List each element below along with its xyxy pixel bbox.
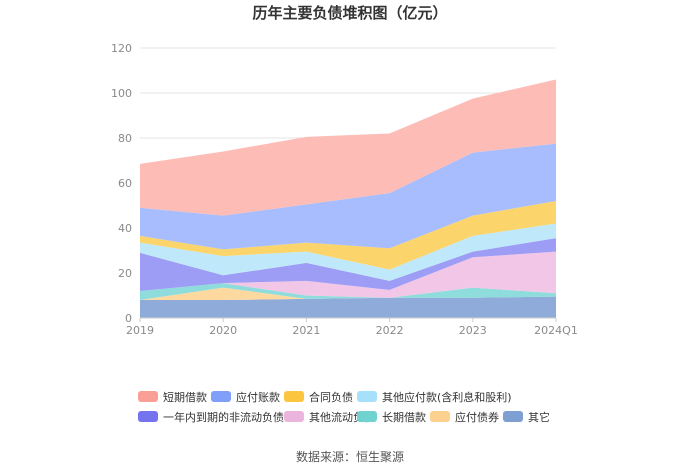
legend-label: 其它	[528, 410, 550, 424]
x-tick-label: 2020	[209, 324, 237, 337]
legend-swatch	[211, 391, 231, 402]
legend-swatch	[357, 391, 377, 402]
x-tick-label: 2024Q1	[534, 324, 578, 337]
legend-label: 其他应付款(含利息和股利)	[382, 390, 512, 404]
legend-swatch	[357, 411, 377, 422]
legend-item[interactable]: 短期借款	[138, 390, 207, 404]
legend-swatch	[503, 411, 523, 422]
y-tick-label: 100	[111, 87, 132, 100]
legend-swatch	[284, 411, 304, 422]
x-tick-label: 2021	[292, 324, 320, 337]
legend: 短期借款 应付账款 合同负债 其他应付款(含利息和股利)一年内到期的非流动负债 其他流动…	[138, 390, 550, 424]
legend-swatch	[430, 411, 450, 422]
area-短期借款	[140, 79, 556, 216]
legend-label: 短期借款	[163, 390, 207, 404]
legend-item[interactable]: 一年内到期的非流动负债	[138, 410, 284, 424]
area-series	[140, 79, 556, 318]
y-tick-label: 80	[118, 132, 132, 145]
chart-title: 历年主要负债堆积图（亿元）	[252, 4, 447, 22]
y-tick-label: 20	[118, 267, 132, 280]
y-tick-label: 120	[111, 42, 132, 55]
y-tick-label: 60	[118, 177, 132, 190]
area-应付债券	[140, 287, 556, 300]
area-其他应付款(含利息和股利)	[140, 223, 556, 281]
area-应付账款	[140, 143, 556, 250]
legend-label: 长期借款	[382, 410, 426, 424]
x-tick-label: 2019	[126, 324, 154, 337]
legend-swatch	[138, 411, 158, 422]
legend-item[interactable]: 合同负债	[284, 390, 353, 404]
legend-label: 一年内到期的非流动负债	[163, 410, 284, 424]
legend-swatch	[138, 391, 158, 402]
data-source-note: 数据来源：恒生聚源	[296, 449, 404, 464]
legend-item[interactable]: 其他应付款(含利息和股利)	[357, 390, 512, 404]
area-一年内到期的非流动负债	[140, 238, 556, 291]
y-tick-label: 40	[118, 222, 132, 235]
legend-label: 应付债券	[455, 410, 499, 424]
legend-item[interactable]: 应付债券	[430, 410, 499, 424]
legend-swatch	[284, 391, 304, 402]
axes: 0 20 40 60 80 100 120 2019 2020 2021 2022 2023 2024Q…	[111, 42, 578, 337]
area-合同负债	[140, 201, 556, 270]
x-tick-label: 2022	[376, 324, 404, 337]
legend-label: 应付账款	[236, 390, 280, 404]
area-其它	[140, 296, 556, 318]
area-长期借款	[140, 283, 556, 300]
x-tick-label: 2023	[459, 324, 487, 337]
legend-item[interactable]: 其它	[503, 410, 550, 424]
area-其他流动负债	[140, 251, 556, 298]
legend-item[interactable]: 长期借款	[357, 410, 426, 424]
y-tick-label: 0	[125, 312, 132, 325]
legend-item[interactable]: 应付账款	[211, 390, 280, 404]
legend-label: 合同负债	[309, 390, 353, 404]
